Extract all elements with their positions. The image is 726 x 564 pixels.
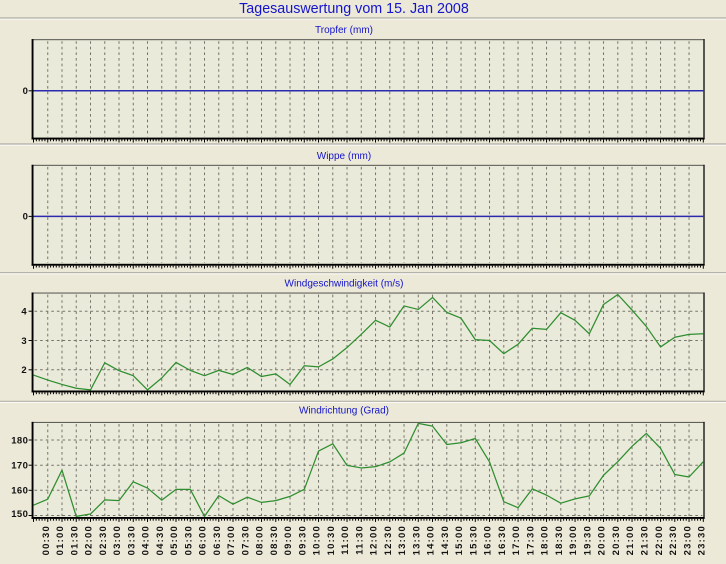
svg-text:11:00: 11:00: [340, 525, 351, 555]
svg-text:03:30: 03:30: [126, 525, 137, 555]
svg-text:09:00: 09:00: [283, 525, 294, 555]
svg-text:02:30: 02:30: [98, 525, 109, 555]
svg-text:Wippe (mm): Wippe (mm): [317, 151, 371, 162]
svg-text:05:00: 05:00: [169, 525, 180, 555]
svg-text:01:30: 01:30: [69, 525, 80, 555]
svg-text:07:30: 07:30: [240, 525, 251, 555]
svg-text:3: 3: [21, 336, 27, 347]
svg-text:160: 160: [11, 486, 28, 497]
svg-text:4: 4: [21, 307, 27, 318]
svg-text:09:30: 09:30: [297, 525, 308, 555]
svg-text:17:30: 17:30: [525, 525, 536, 555]
svg-text:17:00: 17:00: [511, 525, 522, 555]
svg-text:12:00: 12:00: [369, 525, 380, 555]
svg-text:00:30: 00:30: [41, 525, 52, 555]
svg-text:16:30: 16:30: [497, 525, 508, 555]
svg-text:20:30: 20:30: [611, 525, 622, 555]
svg-text:04:00: 04:00: [141, 525, 152, 555]
svg-text:12:30: 12:30: [383, 525, 394, 555]
svg-text:15:00: 15:00: [454, 525, 465, 555]
svg-text:11:30: 11:30: [354, 525, 365, 555]
svg-text:06:30: 06:30: [212, 525, 223, 555]
svg-text:06:00: 06:00: [198, 525, 209, 555]
svg-text:15:30: 15:30: [468, 525, 479, 555]
svg-text:02:00: 02:00: [84, 525, 95, 555]
svg-text:23:00: 23:00: [682, 525, 693, 555]
svg-text:20:00: 20:00: [597, 525, 608, 555]
svg-text:Windgeschwindigkeit (m/s): Windgeschwindigkeit (m/s): [285, 279, 404, 290]
svg-text:Windrichtung (Grad): Windrichtung (Grad): [299, 406, 389, 417]
svg-text:18:00: 18:00: [540, 525, 551, 555]
svg-text:Tagesauswertung vom 15. Jan 20: Tagesauswertung vom 15. Jan 2008: [239, 1, 469, 17]
svg-text:21:00: 21:00: [625, 525, 636, 555]
svg-text:22:00: 22:00: [654, 525, 665, 555]
svg-text:0: 0: [23, 86, 29, 97]
svg-text:08:00: 08:00: [255, 525, 266, 555]
svg-text:10:00: 10:00: [312, 525, 323, 555]
svg-text:16:00: 16:00: [483, 525, 494, 555]
svg-text:05:30: 05:30: [183, 525, 194, 555]
svg-text:19:00: 19:00: [568, 525, 579, 555]
svg-text:03:00: 03:00: [112, 525, 123, 555]
svg-text:Tropfer (mm): Tropfer (mm): [315, 25, 373, 36]
svg-text:180: 180: [11, 435, 28, 446]
svg-text:13:30: 13:30: [411, 525, 422, 555]
svg-text:22:30: 22:30: [668, 525, 679, 555]
svg-text:13:00: 13:00: [397, 525, 408, 555]
svg-text:170: 170: [11, 461, 28, 472]
svg-text:150: 150: [11, 509, 28, 520]
svg-text:07:00: 07:00: [226, 525, 237, 555]
svg-text:21:30: 21:30: [640, 525, 651, 555]
svg-text:14:30: 14:30: [440, 525, 451, 555]
svg-text:04:30: 04:30: [155, 525, 166, 555]
svg-text:10:30: 10:30: [326, 525, 337, 555]
svg-text:23:30: 23:30: [697, 525, 708, 555]
svg-text:2: 2: [21, 365, 27, 376]
svg-text:14:00: 14:00: [426, 525, 437, 555]
svg-text:18:30: 18:30: [554, 525, 565, 555]
svg-text:19:30: 19:30: [582, 525, 593, 555]
svg-text:08:30: 08:30: [269, 525, 280, 555]
svg-text:0: 0: [23, 212, 29, 223]
svg-text:01:00: 01:00: [55, 525, 66, 555]
